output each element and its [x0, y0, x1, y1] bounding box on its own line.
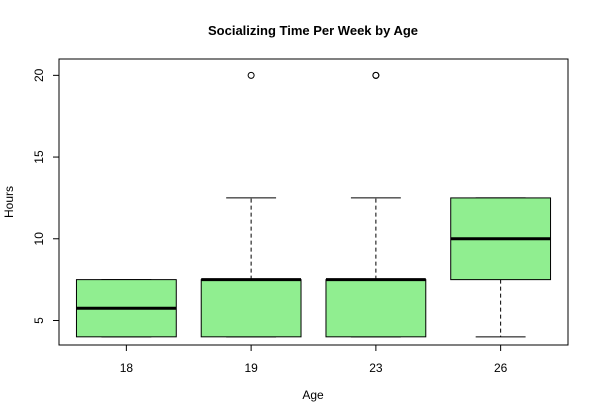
y-axis: 5 10 15 20 [32, 68, 59, 324]
boxes-group [75, 71, 552, 338]
x-tick-label: 26 [494, 361, 508, 375]
outlier-point [247, 71, 255, 79]
y-tick-label: 10 [32, 232, 46, 246]
y-tick-label: 5 [32, 317, 46, 324]
y-tick-label: 20 [32, 68, 46, 82]
y-tick-label: 15 [32, 150, 46, 164]
x-tick-label: 23 [369, 361, 383, 375]
x-tick-label: 18 [120, 361, 134, 375]
plot-frame [58, 58, 569, 346]
x-axis-label: Age [302, 388, 324, 402]
y-axis-label: Hours [2, 186, 16, 218]
box-23 [325, 279, 427, 338]
chart-title: Socializing Time Per Week by Age [208, 23, 418, 38]
x-axis: 18 19 23 26 [120, 345, 508, 375]
box-19 [200, 279, 302, 338]
x-tick-label: 19 [244, 361, 258, 375]
outlier-point [372, 71, 380, 79]
